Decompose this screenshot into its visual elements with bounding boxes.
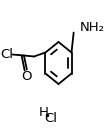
Text: Cl: Cl — [0, 48, 13, 61]
Text: H: H — [38, 105, 48, 119]
Text: Cl: Cl — [44, 113, 57, 126]
Text: NH₂: NH₂ — [79, 21, 104, 34]
Text: O: O — [21, 70, 31, 83]
